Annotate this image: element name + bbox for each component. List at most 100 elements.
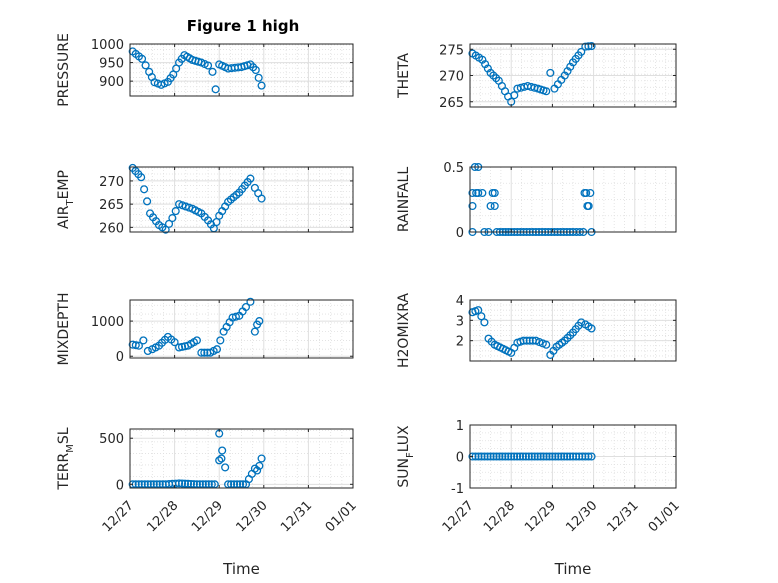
data-point: [147, 73, 156, 82]
data-point: [510, 343, 519, 352]
data-point: [183, 479, 193, 488]
y-tick-label: 1000: [91, 38, 124, 53]
data-point: [490, 201, 499, 211]
data-point: [584, 201, 593, 211]
data-point: [566, 62, 575, 71]
y-tick-label: 0: [116, 478, 124, 493]
data-point: [487, 337, 496, 346]
data-point: [139, 336, 148, 345]
data-point: [518, 452, 528, 461]
data-point: [238, 307, 247, 316]
data-point: [557, 75, 566, 84]
data-point: [177, 479, 187, 488]
data-point: [538, 339, 547, 348]
y-tick-label: 270: [439, 70, 464, 85]
data-point: [172, 64, 181, 73]
subplot-air-temp: 260 265 270 AIRTEMP: [56, 163, 354, 236]
data-point: [483, 452, 492, 461]
subplot-h2omixra: 2 3 4 H2OMIXRA: [396, 293, 677, 368]
data-point: [143, 197, 152, 206]
data-point: [554, 452, 563, 461]
data-point: [504, 347, 513, 356]
data-point: [486, 452, 495, 461]
y-axis-label: MIXDEPTH: [56, 293, 72, 366]
y-axis-label: PRESSURE: [56, 33, 72, 107]
data-point: [255, 461, 264, 470]
data-point: [246, 297, 255, 306]
data-point: [475, 53, 484, 62]
data-point: [584, 322, 593, 331]
data-point: [231, 312, 240, 321]
data-point: [539, 452, 548, 461]
data-point: [557, 452, 566, 461]
data-point: [249, 63, 258, 72]
data-point: [471, 307, 480, 316]
data-point: [131, 341, 140, 350]
y-tick-label: 0: [456, 226, 464, 241]
data-point: [533, 452, 542, 461]
data-point: [140, 185, 149, 194]
data-point: [216, 336, 225, 345]
data-point: [497, 81, 506, 91]
data-point: [524, 452, 533, 461]
data-point: [584, 42, 593, 51]
data-point: [257, 81, 266, 90]
y-tick-label: 0.5: [443, 161, 464, 176]
subplot-rainfall: 0 0.5 RAINFALL: [396, 161, 677, 241]
data-point: [574, 51, 583, 60]
data-point: [166, 74, 175, 83]
y-tick-label: 0: [456, 451, 464, 466]
data-point: [230, 63, 239, 72]
data-point: [197, 348, 206, 357]
y-axis-label: SUNFLUX: [396, 425, 416, 488]
data-point: [151, 217, 161, 226]
data-point: [200, 60, 209, 69]
figure-title: Figure 1 high: [187, 17, 300, 35]
data-point: [250, 327, 259, 336]
data-point: [243, 178, 252, 187]
data-point: [582, 188, 591, 198]
axes-box: [129, 43, 354, 97]
data-point: [177, 342, 187, 351]
data-point: [177, 54, 186, 63]
y-axis-label: RAINFALL: [396, 167, 412, 232]
data-point: [498, 452, 507, 461]
x-axis-label: Time: [554, 560, 592, 578]
data-point: [257, 454, 266, 463]
y-tick-label: 3: [456, 314, 464, 329]
data-point: [490, 188, 499, 198]
data-point: [486, 201, 495, 211]
data-point: [168, 214, 177, 223]
y-tick-label: 260: [99, 221, 124, 236]
data-point: [134, 341, 143, 350]
data-point: [474, 452, 483, 461]
axes-box: [469, 166, 677, 233]
data-point: [483, 64, 492, 73]
data-point: [542, 452, 551, 461]
y-tick-label: 950: [99, 57, 124, 72]
data-point: [189, 338, 198, 347]
data-point: [217, 454, 226, 463]
data-point: [186, 479, 196, 489]
data-point: [221, 463, 230, 472]
data-point: [515, 452, 525, 461]
data-point: [539, 86, 548, 95]
data-point: [584, 452, 593, 461]
data-point: [212, 217, 221, 227]
data-point: [549, 346, 558, 355]
y-tick-label: -1: [451, 482, 464, 497]
subplot-theta: 265 270 275 THETA: [396, 42, 677, 111]
data-point: [510, 91, 519, 100]
data-point: [200, 212, 209, 221]
subplot-mixdepth: 0 1000 MIXDEPTH: [56, 293, 354, 366]
data-point: [167, 335, 176, 344]
data-point: [480, 318, 489, 327]
data-point: [164, 219, 174, 228]
data-point: [516, 83, 525, 92]
data-point: [521, 452, 530, 461]
axes-box: [469, 299, 677, 362]
data-point: [546, 68, 555, 77]
axes-box: [129, 428, 354, 489]
data-point: [501, 452, 510, 461]
